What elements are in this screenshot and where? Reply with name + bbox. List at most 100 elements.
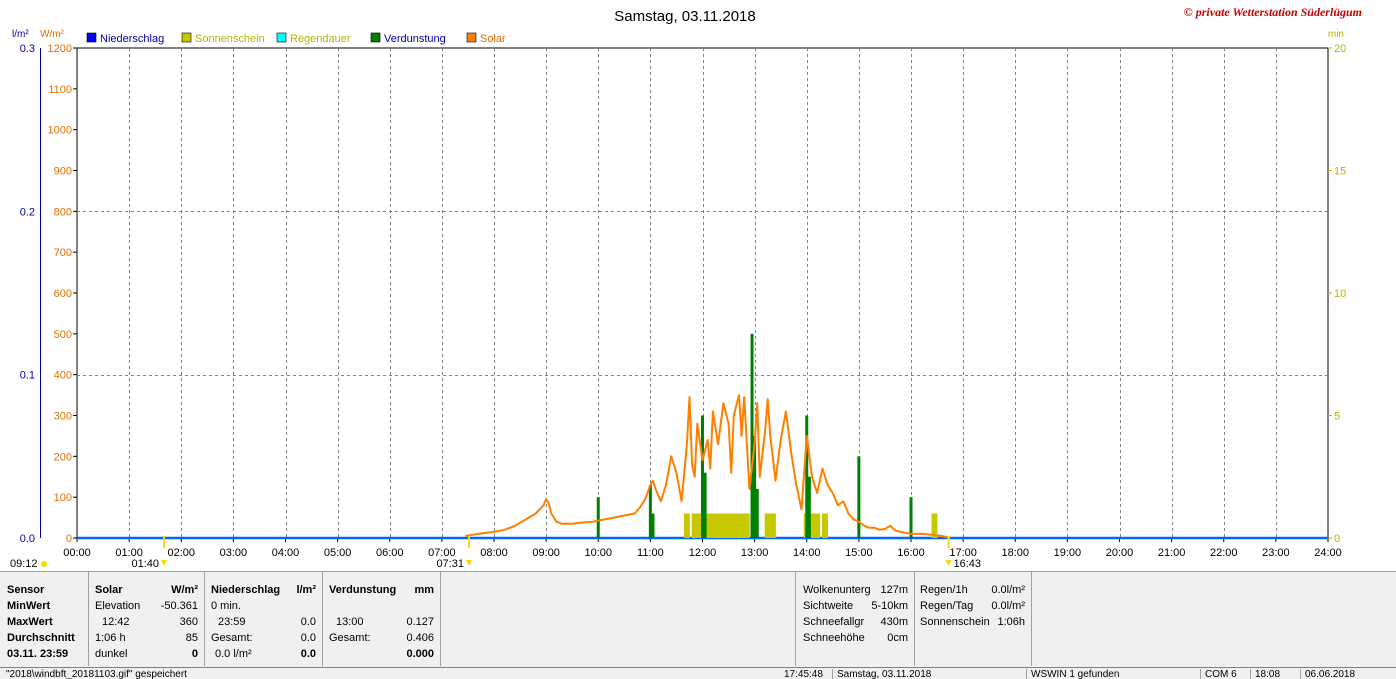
sunshine-bar <box>683 513 690 538</box>
sun-icon <box>41 561 47 567</box>
status-date: Samstag, 03.11.2018 <box>832 669 931 679</box>
sun-marker-triangle <box>161 560 168 566</box>
sun-marker-label: 07:31 <box>436 558 464 570</box>
x-tick-label: 08:00 <box>480 547 508 559</box>
precip-tick-label: 0.0 <box>20 533 35 545</box>
evaporation-bar <box>857 456 861 538</box>
evaporation-bar <box>753 435 757 538</box>
evaporation-bar <box>805 415 809 538</box>
sunshine-bar <box>931 513 938 538</box>
rain-1h-value: 0.0l/m² <box>991 584 1025 596</box>
legend-swatch <box>181 32 192 43</box>
watermark-text: © private Wetterstation Süderlügum <box>1184 5 1362 19</box>
legend-label: Niederschlag <box>100 33 164 45</box>
sun-marker-label: 16:43 <box>954 558 982 570</box>
visibility-value: 5-10km <box>871 600 908 612</box>
precip-total-label: Gesamt: <box>211 632 253 644</box>
sunshine-bar <box>720 513 727 538</box>
x-tick-label: 12:00 <box>689 547 717 559</box>
evaporation-bar <box>807 476 811 538</box>
solar-tick-label: 300 <box>54 411 72 423</box>
legend-label: Sonnenschein <box>195 33 265 45</box>
sunshine-bar <box>725 513 732 538</box>
rain-day-value: 0.0l/m² <box>991 600 1025 612</box>
evap-header: Verdunstung <box>329 584 397 596</box>
durchschnitt-label: Durchschnitt <box>7 632 75 644</box>
precip-column: Niederschlag l/m² 0 min. 23:59 0.0 Gesamt:… <box>204 572 323 666</box>
sunshine-bar <box>743 513 750 538</box>
evap-current-value: 0.000 <box>406 648 434 660</box>
evap-max-time: 13:00 <box>336 616 364 628</box>
x-tick-label: 23:00 <box>1262 547 1290 559</box>
x-tick-label: 20:00 <box>1106 547 1134 559</box>
x-tick-label: 10:00 <box>584 547 612 559</box>
x-tick-label: 01:00 <box>115 547 143 559</box>
x-tick-label: 17:00 <box>949 547 977 559</box>
sunshine-bar <box>769 513 776 538</box>
solar-tick-label: 800 <box>54 206 72 218</box>
cloudbase-value: 127m <box>880 584 908 596</box>
evaporation-bar <box>750 333 754 538</box>
sensor-column: Sensor MinWert MaxWert Durchschnitt 03.1… <box>0 572 89 666</box>
snowdepth-label: Schneehöhe <box>803 632 865 644</box>
current-time-label: 03.11. 23:59 <box>7 648 69 660</box>
minutes-tick-label: 10 <box>1334 288 1346 300</box>
precip-total-value: 0.0 <box>300 632 316 644</box>
x-tick-label: 06:00 <box>376 547 404 559</box>
solar-max-value: 360 <box>179 616 198 628</box>
legend-swatch <box>466 32 477 43</box>
solar-tick-label: 0 <box>66 533 72 545</box>
precip-min-label: 0 min. <box>211 600 241 612</box>
x-tick-label: 18:00 <box>1001 547 1029 559</box>
visibility-label: Sichtweite <box>803 600 854 612</box>
unit-label-minutes: min <box>1328 29 1344 40</box>
minwert-label: MinWert <box>7 600 51 612</box>
solar-current-label: dunkel <box>95 648 128 660</box>
x-tick-label: 13:00 <box>741 547 769 559</box>
sensor-header: Sensor <box>7 584 45 596</box>
status-port: COM 6 <box>1200 669 1237 679</box>
cloud-column: Wolkenunterg 127m Sichtweite 5-10km Schnee… <box>795 572 915 666</box>
x-tick-label: 07:00 <box>428 547 456 559</box>
solar-tick-label: 1100 <box>48 84 72 96</box>
rain-1h-label: Regen/1h <box>920 584 968 596</box>
sunshine-bar <box>709 513 716 538</box>
evaporation-bar <box>909 497 913 538</box>
x-tick-label: 15:00 <box>845 547 873 559</box>
snowdepth-value: 0cm <box>887 632 908 644</box>
sunshine-bar <box>808 513 815 538</box>
solar-tick-label: 400 <box>54 370 72 382</box>
precip-tick-label: 0.2 <box>20 206 35 218</box>
sunshine-bars <box>683 513 938 538</box>
solar-header: Solar <box>95 584 123 596</box>
precip-max-time: 23:59 <box>218 616 246 628</box>
x-tick-label: 19:00 <box>1054 547 1082 559</box>
x-tick-label: 00:00 <box>63 547 91 559</box>
sunshine-bar <box>696 513 703 538</box>
x-tick-label: 24:00 <box>1314 547 1342 559</box>
solar-current-value: 0 <box>191 648 198 660</box>
sun-marker-triangle <box>945 560 952 566</box>
sun-marker-triangle <box>465 560 472 566</box>
weather-chart: Samstag, 03.11.2018 © private Wetterstat… <box>10 5 1362 570</box>
precip-current-value: 0.0 <box>300 648 316 660</box>
status-bar: "2018\windbft_20181103.gif" gespeichert … <box>0 667 1396 679</box>
solar-min-label: Elevation <box>95 600 141 612</box>
chart-title: Samstag, 03.11.2018 <box>614 8 756 25</box>
sunshine-bar <box>715 513 722 538</box>
evaporation-column: Verdunstung mm 13:00 0.127 Gesamt: 0.406 0.… <box>322 572 441 666</box>
x-tick-label: 09:00 <box>532 547 560 559</box>
solar-line <box>465 394 951 539</box>
x-tick-label: 14:00 <box>793 547 821 559</box>
solar-column: Solar W/m² Elevation -50.361 12:42 360 1:06… <box>88 572 205 666</box>
solar-tick-label: 1000 <box>48 125 72 137</box>
precip-header: Niederschlag <box>211 584 281 596</box>
minutes-tick-label: 5 <box>1334 411 1340 423</box>
solar-series <box>465 394 951 539</box>
solar-tick-label: 500 <box>54 329 72 341</box>
x-tick-label: 21:00 <box>1158 547 1186 559</box>
evaporation-bars <box>596 333 913 538</box>
solar-min-value: -50.361 <box>160 600 198 612</box>
precip-max-value: 0.0 <box>300 616 316 628</box>
legend-label: Solar <box>480 33 506 45</box>
